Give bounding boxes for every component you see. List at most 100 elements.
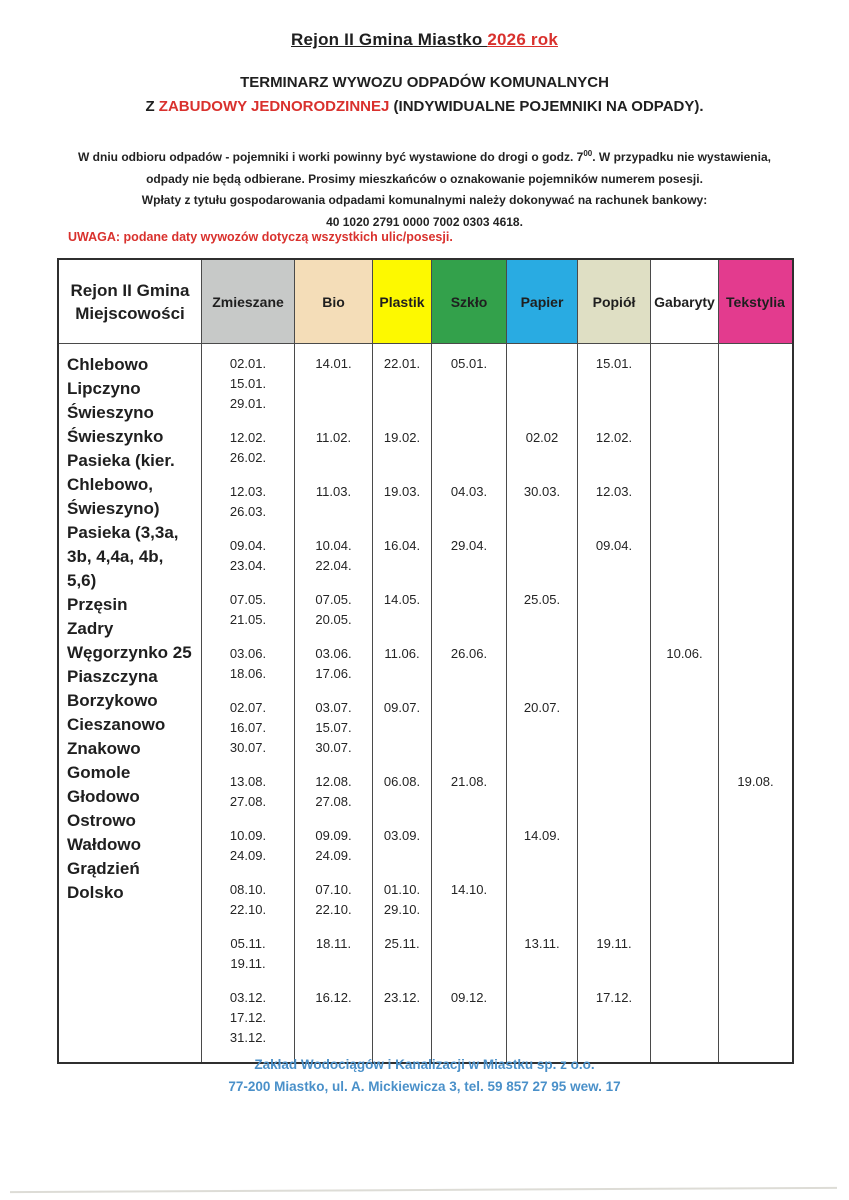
column-header-gabaryty: Gabaryty [651, 260, 719, 344]
month-group: 10.09. 24.09. [202, 826, 294, 866]
date-entry: 09.04. [595, 538, 633, 553]
locality-name: Znakowo [67, 739, 141, 758]
month-group [651, 590, 718, 630]
date-entry: 22.10. [229, 902, 267, 917]
date-entry: 07.05. [315, 592, 352, 607]
schedule-table: Rejon II Gmina Miejscowości Zmieszane Bio… [57, 258, 794, 1064]
corner-header-line-2: Miejscowości [75, 303, 185, 323]
month-group: 07.05. 20.05. [295, 590, 372, 630]
month-group: 06.08. [373, 772, 431, 812]
date-entry: 19.11. [596, 936, 632, 951]
month-group: 09.07. [373, 698, 431, 758]
date-entry: 17.12. [595, 990, 633, 1005]
date-entry: 09.12. [450, 990, 488, 1005]
month-group [507, 644, 577, 684]
date-entry: 19.08. [737, 774, 774, 789]
month-group [719, 934, 792, 974]
locality-name: Dolsko [67, 883, 124, 902]
date-entry: 13.11. [524, 936, 560, 951]
date-entry: 30.03. [523, 484, 561, 499]
month-group [719, 590, 792, 630]
date-entry: 15.07. [315, 720, 352, 735]
month-group: 12.08. 27.08. [295, 772, 372, 812]
month-group [651, 536, 718, 576]
month-group: 09.09. 24.09. [295, 826, 372, 866]
month-group: 30.03. [507, 482, 577, 522]
column-popiol: 15.01. 12.02. 12.03. 09.04. 19.11. 17.12. [578, 344, 651, 1062]
month-group [578, 880, 650, 920]
date-entry: 21.08. [450, 774, 488, 789]
date-entry: 09.07. [383, 700, 421, 715]
table-header-row: Rejon II Gmina Miejscowości Zmieszane Bio… [59, 260, 792, 344]
locality-name: Wałdowo [67, 835, 141, 854]
month-group [578, 590, 650, 630]
month-group: 22.01. [373, 354, 431, 414]
column-szklo: 05.01. 04.03. 29.04. 26.06. 21.08. 14.10. 09.1… [432, 344, 507, 1062]
intro-line-2: odpady nie będą odbierane. Prosimy miesz… [146, 171, 703, 186]
date-entry: 20.07. [523, 700, 561, 715]
column-header-label: Tekstylia [726, 293, 785, 310]
month-group [719, 354, 792, 414]
month-group: 19.02. [373, 428, 431, 468]
column-header-tekstylia: Tekstylia [719, 260, 792, 344]
month-group: 20.07. [507, 698, 577, 758]
date-entry: 01.10. [383, 882, 421, 897]
date-entry: 11.06. [384, 646, 420, 661]
date-entry: 14.10. [450, 882, 488, 897]
localities-column: Chlebowo Lipczyno Świeszyno Świeszynko Pasie… [59, 344, 202, 1062]
column-header-label: Gabaryty [654, 293, 715, 310]
date-entry: 11.03. [315, 484, 352, 499]
date-entry: 07.05. [229, 592, 267, 607]
footer-line-1: Zakład Wodociągów i Kanalizacji w Miastk… [254, 1057, 595, 1072]
column-header-label: Plastik [379, 293, 425, 310]
date-entry: 12.02. [229, 430, 267, 445]
month-group: 03.06. 18.06. [202, 644, 294, 684]
month-group [651, 988, 718, 1048]
date-entry: 16.12. [315, 990, 352, 1005]
month-group [578, 772, 650, 812]
month-group: 12.02. [578, 428, 650, 468]
month-group: 10.04. 22.04. [295, 536, 372, 576]
warning-note: UWAGA: podane daty wywozów dotyczą wszys… [68, 230, 453, 244]
month-group: 03.12. 17.12. 31.12. [202, 988, 294, 1048]
date-entry: 02.02 [525, 430, 559, 445]
month-group [719, 826, 792, 866]
date-entry: 24.09. [229, 848, 267, 863]
date-entry: 11.02. [315, 430, 352, 445]
subtitle-highlight: ZABUDOWY JEDNORODZINNEJ [158, 98, 390, 115]
month-group [432, 934, 506, 974]
date-entry: 05.01. [450, 356, 488, 371]
date-entry: 29.04. [450, 538, 488, 553]
month-group: 01.10. 29.10. [373, 880, 431, 920]
month-group: 07.10. 22.10. [295, 880, 372, 920]
locality-name: Grądzień [67, 859, 140, 878]
locality-name: Zadry [67, 619, 114, 638]
date-entry: 27.08. [229, 794, 267, 809]
locality-name: Cieszanowo [67, 715, 166, 734]
locality-name: Chlebowo, [67, 475, 153, 494]
date-entry: 19.02. [383, 430, 421, 445]
month-group [719, 698, 792, 758]
date-entry: 10.04. [315, 538, 352, 553]
month-group: 11.03. [295, 482, 372, 522]
date-entry: 12.08. [315, 774, 352, 789]
date-entry: 03.07. [315, 700, 352, 715]
date-entry: 14.01. [315, 356, 352, 371]
date-entry: 17.12. [229, 1010, 267, 1025]
column-header-label: Popiół [592, 293, 636, 310]
date-entry: 12.03. [229, 484, 267, 499]
locality-name: Ostrowo [67, 811, 136, 830]
month-group [507, 354, 577, 414]
month-group: 11.06. [373, 644, 431, 684]
month-group [719, 482, 792, 522]
date-entry: 30.07. [315, 740, 352, 755]
column-header-popiol: Popiół [578, 260, 651, 344]
column-bio: 14.01. 11.02. 11.03. 10.04. 22.04. 07.05. 20.0… [295, 344, 373, 1062]
month-group: 19.08. [719, 772, 792, 812]
date-entry: 27.08. [315, 794, 352, 809]
locality-name: Gomole [67, 763, 131, 782]
date-entry: 29.10. [383, 902, 421, 917]
date-entry: 20.05. [315, 612, 352, 627]
date-entry: 12.02. [595, 430, 633, 445]
table-body-row: Chlebowo Lipczyno Świeszyno Świeszynko Pasie… [59, 344, 792, 1062]
